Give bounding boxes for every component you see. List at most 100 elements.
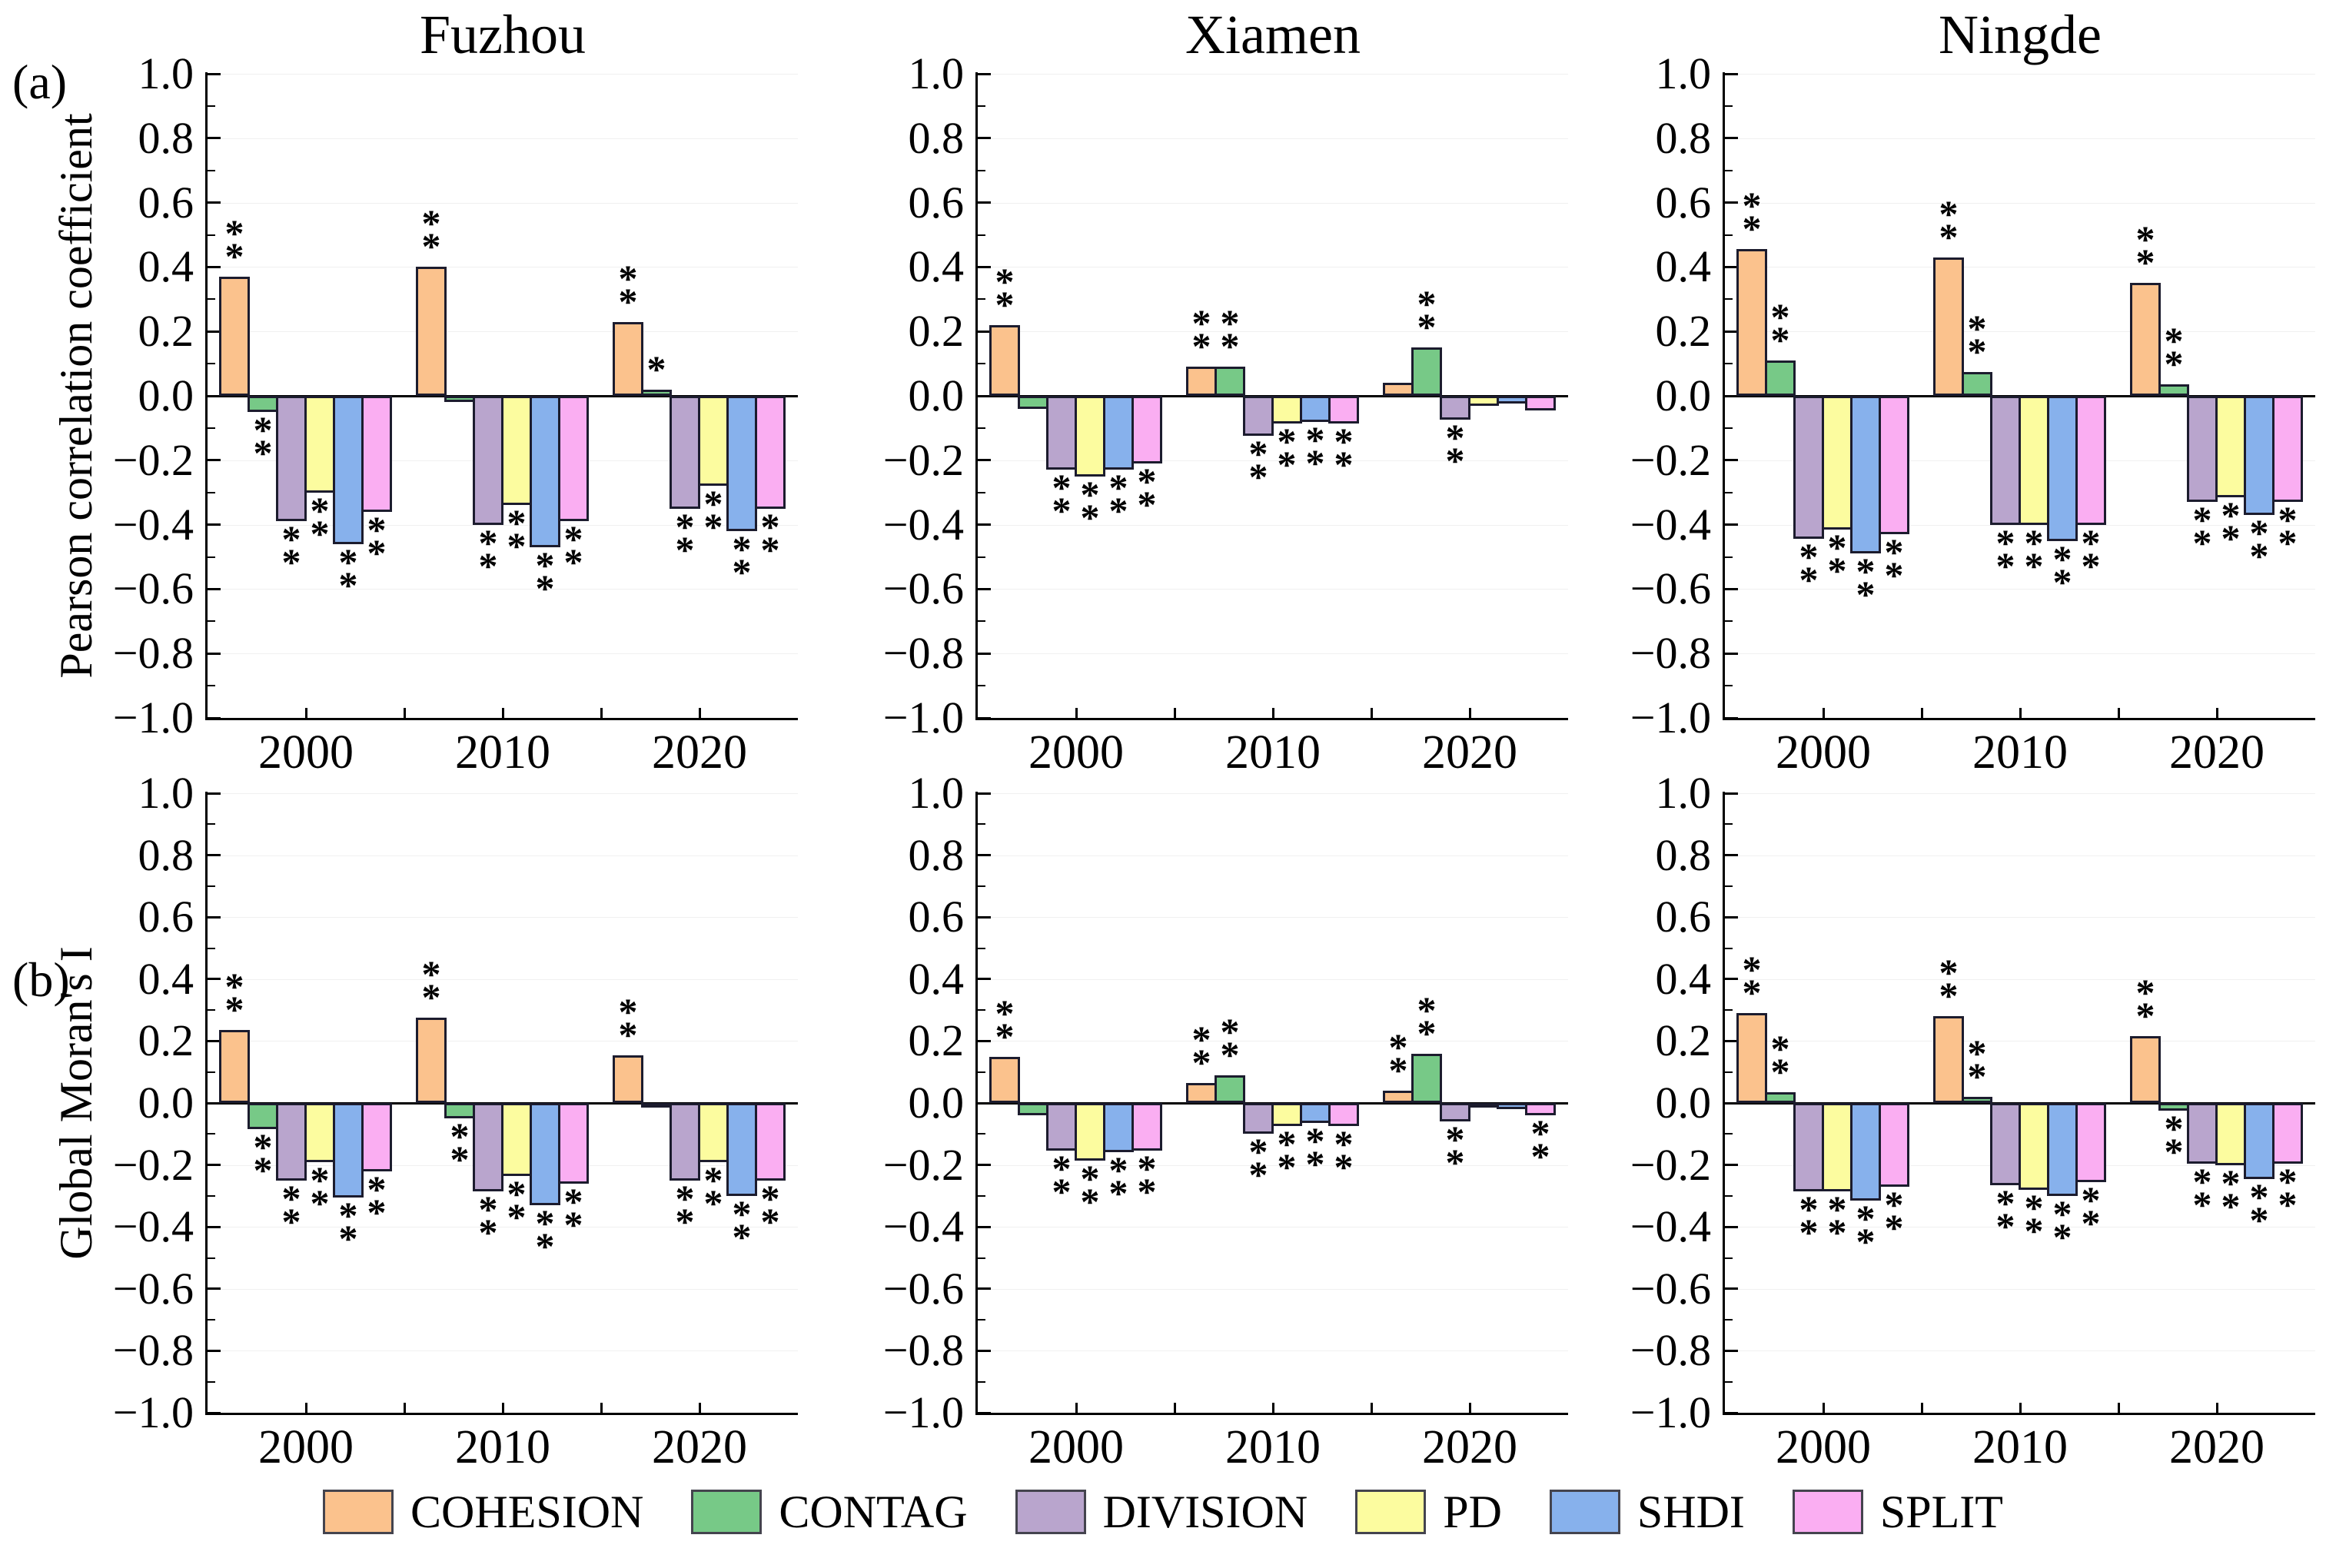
y-minor-tick <box>1725 298 1733 301</box>
y-major-tick <box>978 792 991 795</box>
y-minor-tick <box>1725 947 1733 949</box>
y-tick-label: −0.4 <box>882 499 964 550</box>
y-tick-label: −0.2 <box>882 1139 964 1190</box>
x-axis-spine <box>1723 718 2315 720</box>
gridline <box>208 653 798 655</box>
significance-marker: * * <box>563 1179 583 1246</box>
panel-title-xiamen: Xiamen <box>1185 4 1361 65</box>
x-tick <box>1370 708 1373 718</box>
significance-marker: * * <box>1220 1009 1240 1076</box>
gridline <box>1725 138 2315 139</box>
x-tick <box>1173 1403 1176 1413</box>
gridline <box>208 138 798 139</box>
y-minor-tick <box>978 427 985 429</box>
x-tick-label-year: 2000 <box>1776 726 1871 779</box>
bar-pd-2020 <box>698 396 729 487</box>
x-tick-label-year: 2020 <box>652 1421 747 1473</box>
legend-label: DIVISION <box>1102 1487 1308 1537</box>
x-tick <box>2215 708 2218 718</box>
bar-split-2000 <box>1131 1103 1162 1151</box>
y-minor-tick <box>208 491 215 493</box>
y-major-tick <box>1725 1411 1738 1414</box>
y-major-tick <box>1725 265 1738 268</box>
gridline <box>208 202 798 204</box>
y-major-tick <box>978 1349 991 1352</box>
y-tick-label: 0.4 <box>908 953 965 1004</box>
y-minor-tick <box>1725 427 1733 429</box>
y-major-tick <box>208 652 221 655</box>
y-tick-label: 0.8 <box>1655 112 1712 163</box>
gridline <box>978 524 1568 526</box>
y-tick-label: −0.6 <box>1630 1263 1711 1314</box>
bar-split-2000 <box>361 1103 392 1171</box>
significance-marker: * * <box>2052 1191 2072 1258</box>
significance-marker: * * <box>2135 218 2155 284</box>
y-major-tick <box>1725 1039 1738 1042</box>
y-tick-label: 0.0 <box>1655 370 1712 420</box>
significance-marker: * * <box>1742 184 1762 251</box>
y-minor-tick <box>978 1194 985 1197</box>
bar-cohesion-2020 <box>1383 1090 1414 1103</box>
y-major-tick <box>208 1164 221 1167</box>
y-tick-label: 0.2 <box>138 1015 194 1066</box>
bar-shdi-2020 <box>2244 1103 2274 1179</box>
x-tick-label-year: 2000 <box>258 1421 354 1473</box>
gridline <box>208 74 798 75</box>
bar-shdi-2000 <box>1103 1103 1134 1153</box>
significance-marker: * * <box>1827 525 1847 592</box>
y-major-tick <box>208 330 221 333</box>
y-minor-tick <box>208 363 215 365</box>
y-tick-label: 0.8 <box>138 829 194 880</box>
y-major-tick <box>978 978 991 981</box>
significance-marker: * * <box>1770 294 1790 361</box>
y-major-tick <box>978 716 991 719</box>
bar-contag-2020 <box>1411 1053 1442 1103</box>
y-major-tick <box>208 1411 221 1414</box>
bar-division-2000 <box>1046 396 1077 470</box>
x-tick <box>1271 708 1274 718</box>
bar-pd-2020 <box>2215 396 2246 497</box>
significance-marker: * * <box>1191 301 1211 368</box>
bar-split-2020 <box>2272 396 2303 503</box>
gridline <box>1725 917 2315 919</box>
bar-cohesion-2000 <box>989 324 1020 396</box>
significance-marker: * * <box>1939 191 1959 258</box>
x-axis-spine <box>975 1413 1568 1415</box>
bar-pd-2010 <box>1271 396 1302 424</box>
gridline <box>208 1288 798 1290</box>
gridline <box>978 1350 1568 1352</box>
y-tick-label: 0.8 <box>138 112 194 163</box>
gridline <box>978 917 1568 919</box>
y-minor-tick <box>978 1071 985 1073</box>
y-minor-tick <box>1725 363 1733 365</box>
x-tick <box>403 1403 406 1413</box>
x-tick-label-year: 2020 <box>2169 1421 2265 1473</box>
y-tick-label: −1.0 <box>882 1387 964 1437</box>
bar-contag-2020 <box>641 389 672 396</box>
x-tick <box>2215 1403 2218 1413</box>
y-major-tick <box>1725 72 1738 75</box>
y-tick-label: 0.2 <box>1655 1015 1712 1066</box>
significance-marker: * * <box>421 952 441 1019</box>
y-minor-tick <box>1725 1133 1733 1135</box>
x-tick-label-year: 2000 <box>1776 1421 1871 1473</box>
y-major-tick <box>978 1411 991 1414</box>
significance-marker: * * <box>367 1167 387 1234</box>
y-major-tick <box>978 330 991 333</box>
bar-contag-2000 <box>1018 396 1048 409</box>
legend-item-contag: CONTAG <box>691 1487 968 1537</box>
significance-marker: * * <box>2164 1107 2184 1174</box>
bar-shdi-2020 <box>1497 396 1527 404</box>
bar-division-2020 <box>670 1103 700 1181</box>
bar-division-2020 <box>1440 1103 1470 1122</box>
y-tick-label: 1.0 <box>138 768 194 818</box>
significance-marker: * * <box>760 1176 780 1243</box>
y-minor-tick <box>1725 491 1733 493</box>
y-tick-label: 0.6 <box>138 892 194 942</box>
y-tick-label: −0.8 <box>1630 1325 1711 1376</box>
figure-label-a: (a) <box>12 55 68 109</box>
y-tick-label: −0.8 <box>882 1325 964 1376</box>
significance-marker: * * <box>732 527 752 593</box>
panel-title-fuzhou: Fuzhou <box>420 4 586 65</box>
